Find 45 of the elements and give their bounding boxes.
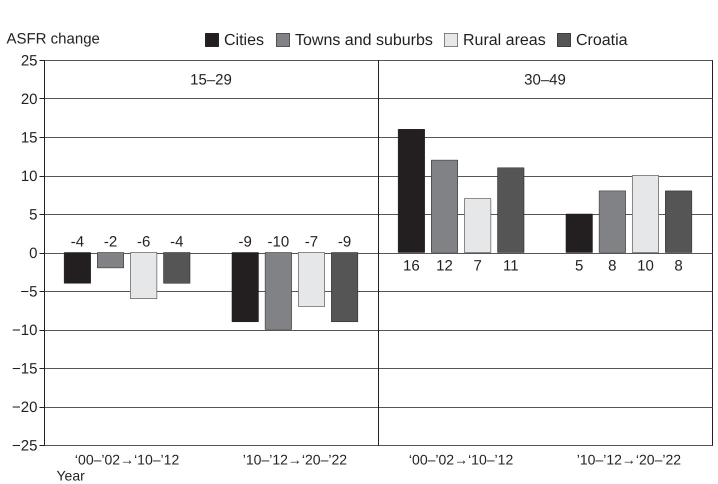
data-label: -6 bbox=[136, 234, 150, 250]
data-label: 16 bbox=[403, 258, 420, 274]
text: 30–49 bbox=[524, 71, 566, 88]
data-label: -9 bbox=[338, 234, 352, 250]
legend-label: Rural areas bbox=[463, 32, 546, 49]
y-tick-label: 0 bbox=[29, 245, 38, 262]
x-tick-label: ’10–’12→‘20–’22 bbox=[242, 452, 348, 468]
x-tick-label: ‘00–’02→‘10–’12 bbox=[74, 452, 180, 468]
data-label: 12 bbox=[436, 258, 453, 274]
data-label: -10 bbox=[268, 234, 290, 250]
x-tick-label: ‘00–’02→‘10–’12 bbox=[408, 452, 514, 468]
legend-label: Cities bbox=[224, 32, 264, 49]
y-tick-label: −25 bbox=[12, 438, 38, 454]
data-label: -7 bbox=[304, 234, 318, 250]
text: 15–29 bbox=[190, 71, 232, 88]
data-label: 5 bbox=[575, 258, 584, 274]
data-label: 7 bbox=[473, 258, 482, 274]
data-label: 8 bbox=[674, 258, 683, 274]
legend-label: Towns and suburbs bbox=[295, 32, 433, 49]
x-axis-title: Year bbox=[56, 468, 86, 484]
data-label: -4 bbox=[70, 234, 84, 250]
bar bbox=[598, 190, 626, 253]
bar bbox=[398, 129, 425, 253]
y-tick-label: 25 bbox=[20, 52, 38, 70]
data-label: 11 bbox=[502, 258, 519, 274]
y-tick-label: −20 bbox=[12, 399, 38, 416]
data-label: 8 bbox=[608, 258, 617, 274]
data-label: -9 bbox=[238, 234, 252, 250]
data-label: -2 bbox=[104, 234, 118, 250]
bar bbox=[431, 160, 458, 253]
data-label: 10 bbox=[637, 258, 654, 274]
legend-label: Croatia bbox=[576, 32, 628, 49]
y-tick-label: −5 bbox=[20, 284, 38, 300]
y-tick-label: 10 bbox=[20, 168, 38, 185]
y-tick-label: −15 bbox=[12, 360, 38, 378]
y-axis-title: ASFR change bbox=[6, 30, 100, 48]
data-label: -4 bbox=[170, 234, 184, 250]
y-tick-label: −10 bbox=[12, 322, 38, 339]
x-tick-label: ’10–’12→‘20–’22 bbox=[576, 452, 682, 468]
y-tick-label: 15 bbox=[20, 130, 38, 146]
bar bbox=[632, 175, 659, 253]
y-tick-label: 20 bbox=[20, 91, 38, 108]
y-tick-label: 5 bbox=[29, 206, 38, 224]
bar bbox=[566, 214, 593, 253]
bar bbox=[464, 198, 492, 253]
